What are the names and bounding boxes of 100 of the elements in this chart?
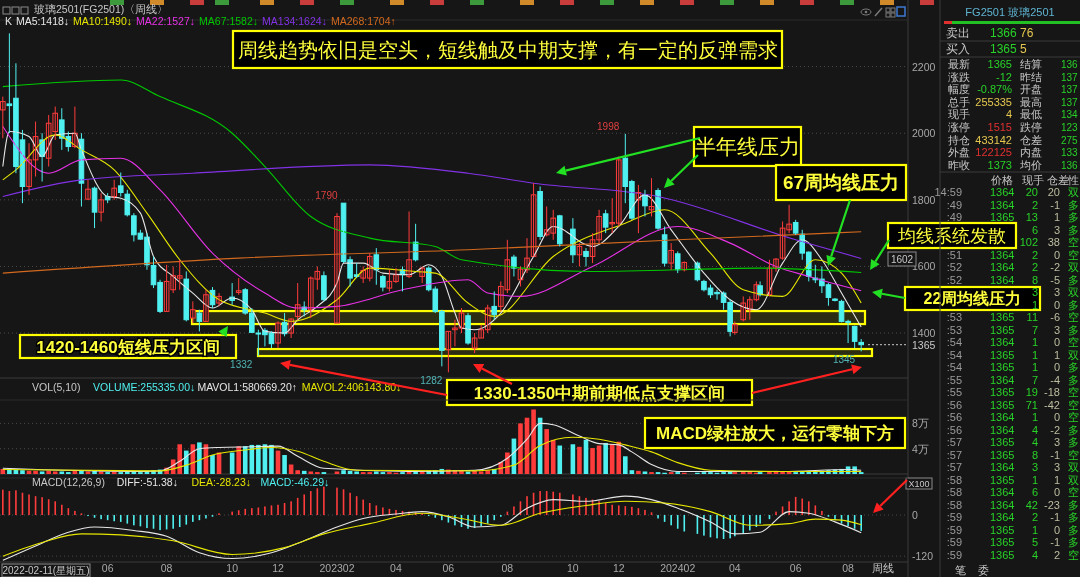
text: :57 <box>946 436 962 448</box>
text: MA5:1418↓ <box>16 15 70 27</box>
text: 卖出 <box>946 26 970 40</box>
text: 多 <box>1068 361 1079 373</box>
text: 1364 <box>990 498 1015 511</box>
x-tick-label: 06 <box>442 562 455 574</box>
y-tick-label: 2200 <box>912 60 936 73</box>
text: 总手 <box>947 95 970 108</box>
text: 1365 <box>990 473 1015 486</box>
text: 5 <box>1031 536 1038 548</box>
text: 空 <box>1068 311 1079 323</box>
text: 多 <box>1068 373 1079 386</box>
ref-line-label: 1365 <box>912 338 936 351</box>
text: :52 <box>946 273 962 286</box>
text: 122125 <box>975 146 1012 159</box>
text: 2022-02-11(星期五) <box>2 565 90 577</box>
text: 1364 <box>990 373 1015 386</box>
text: 20 <box>1025 186 1038 198</box>
text: 14:59 <box>934 186 962 198</box>
text: 1364 <box>990 423 1015 436</box>
text: :57 <box>946 461 962 473</box>
text: 买入 <box>946 42 970 56</box>
text: :54 <box>946 348 962 361</box>
chart-title: MACD(12,26,9) <box>32 476 105 488</box>
text: 7 <box>1031 323 1038 336</box>
text: 空 <box>1068 448 1079 461</box>
text: 委 <box>978 564 989 576</box>
text: 3 <box>1053 436 1060 448</box>
text: 1 <box>1031 473 1038 486</box>
text: 1 <box>1053 211 1060 223</box>
text: -1 <box>1050 448 1060 461</box>
text: 1364 <box>990 336 1015 348</box>
chart-title: VOL(5,10) <box>32 381 81 393</box>
text: 2 <box>1031 248 1038 261</box>
text: 多 <box>1068 273 1079 286</box>
text: 4 <box>1031 423 1038 436</box>
text: 1365 <box>987 58 1012 70</box>
text: :56 <box>946 411 962 423</box>
text: 134 <box>1061 109 1079 121</box>
annotation: 1345 <box>832 354 856 366</box>
text: 多 <box>1068 511 1079 523</box>
annotation: 周线趋势依旧是空头，短线触及中期支撑，有一定的反弹需求 <box>237 38 778 61</box>
text: -42 <box>1044 398 1060 411</box>
text: 涨跌 <box>948 70 970 83</box>
text: 双 <box>1068 286 1079 298</box>
text: :55 <box>946 373 962 386</box>
text: 昨结 <box>1020 70 1042 83</box>
text: 1365 <box>990 398 1015 411</box>
text: 0 <box>1053 248 1060 261</box>
text: 空 <box>1068 236 1079 248</box>
text: 1 <box>1053 473 1060 486</box>
y-tick-label: 1400 <box>912 327 936 340</box>
text: 仓差 <box>1047 174 1069 186</box>
text: 0 <box>1053 523 1060 536</box>
text: 136 <box>1061 59 1079 70</box>
text: MA10:1490↓ <box>73 15 133 27</box>
text: :56 <box>946 423 962 436</box>
text: 最新 <box>948 58 970 70</box>
text: 空 <box>1068 336 1079 348</box>
text: 双 <box>1068 261 1079 273</box>
annotation: 1998 <box>597 120 620 132</box>
text: 1 <box>1031 348 1038 361</box>
text: 1 <box>1031 361 1038 373</box>
text: -18 <box>1044 386 1060 398</box>
text: 4 <box>1005 108 1012 121</box>
text: 3 <box>1031 461 1038 473</box>
y-tick-label: 4万 <box>912 442 929 455</box>
x-tick-label: 12 <box>272 562 285 574</box>
text: X100 <box>908 478 930 489</box>
text: 2 <box>1031 511 1038 523</box>
text: 1373 <box>987 158 1012 171</box>
text: 多 <box>1068 323 1079 336</box>
x-tick-label: 08 <box>501 562 514 574</box>
text: 6 <box>1031 486 1038 498</box>
x-tick-label: 08 <box>160 562 173 574</box>
text: 76 <box>1020 26 1034 40</box>
annotation: 1282 <box>420 375 443 387</box>
text: 1365 <box>990 361 1015 373</box>
text: 275 <box>1061 134 1079 146</box>
text: -4 <box>1050 373 1060 386</box>
text: 跌停 <box>1020 121 1042 133</box>
text: :51 <box>946 248 962 261</box>
text: 空 <box>1068 386 1079 398</box>
text: -2 <box>1050 261 1060 273</box>
text: 3 <box>1053 461 1060 473</box>
text: 13 <box>1025 211 1038 223</box>
text: 最高 <box>1020 95 1042 108</box>
text: -1 <box>1050 198 1060 211</box>
x-tick-label: 10 <box>226 562 239 574</box>
text: 0 <box>1053 486 1060 498</box>
text: 多 <box>1068 523 1079 536</box>
text: -1 <box>1050 536 1060 548</box>
text: -1 <box>1050 511 1060 523</box>
text: :57 <box>946 448 962 461</box>
text: 1365 <box>990 536 1015 548</box>
text: 6 <box>1031 223 1038 236</box>
text: 持仓 <box>948 133 970 146</box>
x-tick-label: 202302 <box>319 562 355 574</box>
text: :52 <box>946 261 962 273</box>
text: 1365 <box>990 448 1015 461</box>
